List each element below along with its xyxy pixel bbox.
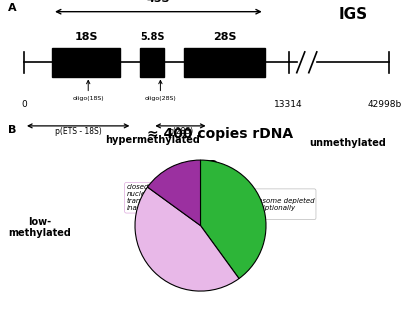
Wedge shape (148, 160, 200, 226)
Text: unmethylated: unmethylated (309, 138, 386, 148)
Bar (52, 48, 120, 77)
Text: 28S: 28S (213, 32, 236, 41)
Text: 1: 1 (287, 189, 298, 207)
Text: 45S: 45S (147, 0, 170, 4)
Wedge shape (135, 187, 239, 291)
Text: oligo(18S): oligo(18S) (73, 96, 104, 101)
Text: B: B (8, 125, 16, 135)
Text: low-
methylated: low- methylated (9, 217, 71, 238)
Text: open
nucleosome depleted
transcriptionally
active: open nucleosome depleted transcriptional… (239, 191, 314, 218)
Wedge shape (200, 160, 266, 279)
Text: A: A (8, 2, 17, 13)
Text: hypermethylated: hypermethylated (105, 135, 200, 145)
Text: 2: 2 (167, 241, 178, 259)
Text: ≈ 400 copies rDNA: ≈ 400 copies rDNA (148, 127, 294, 141)
Bar (140, 48, 164, 77)
Text: 13314: 13314 (274, 100, 303, 109)
Bar (184, 48, 265, 77)
Text: closed
nucleosomal
transcriptionally
inactive: closed nucleosomal transcriptionally ina… (126, 184, 183, 211)
Text: 0: 0 (21, 100, 27, 109)
Text: 5.8S: 5.8S (140, 32, 165, 41)
Text: 3: 3 (207, 159, 218, 177)
Text: 18S: 18S (75, 32, 98, 41)
Text: IGS: IGS (338, 7, 367, 22)
Text: p(ETS - 18S): p(ETS - 18S) (55, 127, 101, 136)
Text: p(28S): p(28S) (168, 127, 193, 136)
Text: oligo(28S): oligo(28S) (144, 96, 176, 101)
Text: 42998b: 42998b (368, 100, 401, 109)
